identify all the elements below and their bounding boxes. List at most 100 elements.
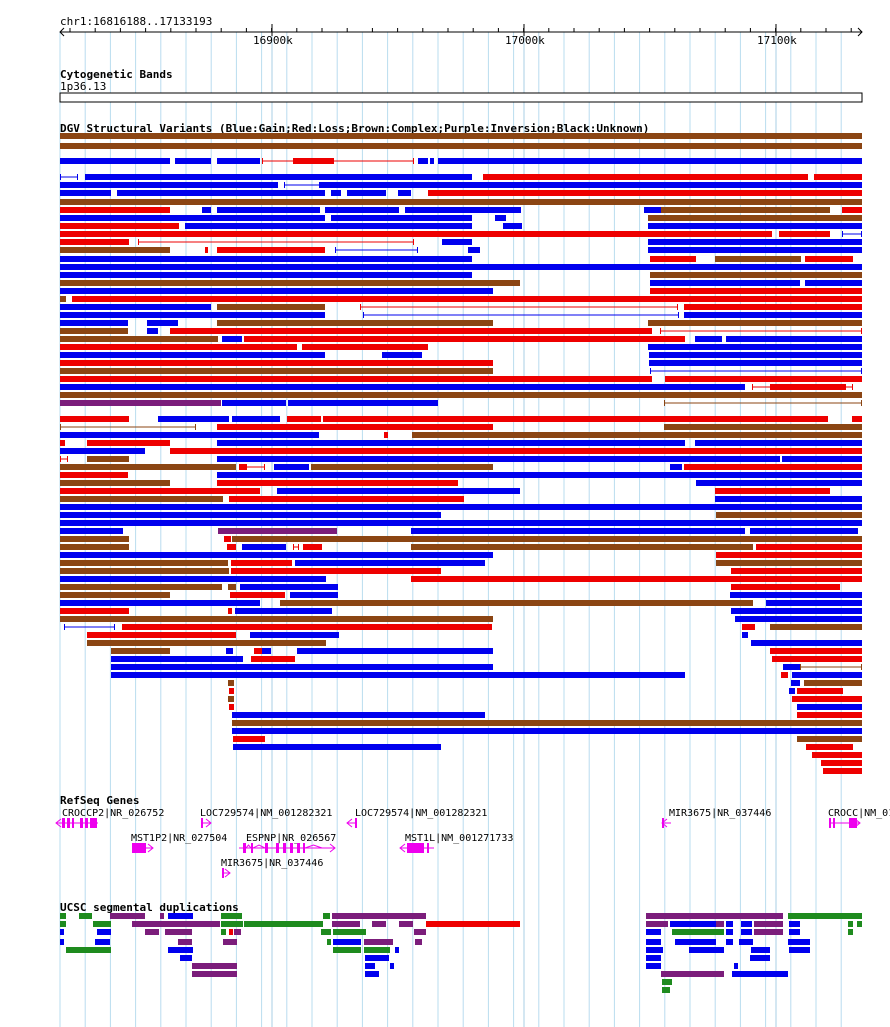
gene-glyph[interactable] [222, 868, 231, 878]
dgv-variant-loss[interactable] [384, 432, 388, 438]
dgv-variant-gain[interactable] [60, 182, 278, 188]
dgv-variant-gain[interactable] [290, 592, 338, 598]
dgv-variant-complex[interactable] [232, 720, 862, 726]
dgv-variant-gain[interactable] [158, 416, 229, 422]
dgv-variant-loss[interactable] [842, 207, 862, 213]
dgv-variant-inversion[interactable] [218, 528, 337, 534]
segdup-green[interactable] [60, 921, 66, 927]
dgv-variant-complex[interactable] [60, 296, 66, 302]
dgv-variant-loss[interactable] [852, 416, 862, 422]
segdup-blue[interactable] [365, 971, 379, 977]
segdup-green[interactable] [323, 913, 330, 919]
gene-mir3675-1[interactable]: MIR3675|NR_037446 [661, 808, 771, 828]
dgv-variant-complex[interactable] [716, 560, 862, 566]
dgv-variant-loss[interactable] [731, 568, 862, 574]
refseq-track[interactable]: RefSeq Genes CROCCP2|NR_026752 LOC729574… [55, 794, 890, 878]
segdup-blue[interactable] [395, 947, 399, 953]
dgv-variant-gain[interactable] [320, 182, 862, 188]
dgv-variant-complex[interactable] [311, 464, 493, 470]
dgv-variant-gain[interactable] [60, 448, 145, 454]
dgv-variant-gain[interactable] [684, 312, 862, 318]
gene-loc729574-1[interactable]: LOC729574|NM_001282321 [200, 808, 332, 828]
segdup-purple[interactable] [178, 939, 192, 945]
dgv-variant-gain[interactable] [232, 416, 280, 422]
dgv-variant-loss[interactable] [227, 544, 236, 550]
dgv-variant-gain[interactable] [60, 215, 325, 221]
dgv-variant-gain[interactable] [60, 512, 441, 518]
dgv-variant-gain[interactable] [842, 231, 862, 237]
gene-croccp2[interactable]: CROCCP2|NR_026752 [55, 808, 164, 828]
dgv-variant-loss[interactable] [715, 488, 830, 494]
dgv-variant-gain[interactable] [791, 680, 800, 686]
dgv-variant-complex[interactable] [228, 696, 234, 702]
dgv-variant-complex[interactable] [664, 400, 862, 406]
dgv-variant-loss[interactable] [716, 552, 862, 558]
dgv-variant-loss[interactable] [797, 712, 862, 718]
segdup-red[interactable] [426, 921, 520, 927]
gene-crocc[interactable]: CROCC|NM_01 [828, 808, 890, 828]
segdup-green[interactable] [79, 913, 92, 919]
dgv-variant-gain[interactable] [335, 247, 418, 253]
segdup-blue[interactable] [646, 955, 661, 961]
gene-exon[interactable] [276, 843, 279, 853]
gene-exon[interactable] [283, 843, 286, 853]
dgv-variant-gain[interactable] [418, 158, 428, 164]
segdup-green[interactable] [93, 921, 111, 927]
dgv-variant-loss[interactable] [224, 536, 231, 542]
dgv-variant-loss[interactable] [333, 158, 414, 164]
dgv-variant-gain[interactable] [649, 360, 862, 366]
dgv-variant-loss[interactable] [792, 696, 862, 702]
dgv-variant-loss[interactable] [60, 440, 65, 446]
segdup-green[interactable] [364, 947, 390, 953]
segdup-purple[interactable] [415, 939, 422, 945]
dgv-variant-complex[interactable] [411, 544, 753, 550]
dgv-variant-loss[interactable] [797, 688, 843, 694]
dgv-variant-complex[interactable] [60, 368, 493, 374]
dgv-variant-loss[interactable] [122, 624, 492, 630]
dgv-variant-gain[interactable] [670, 464, 682, 470]
gene-glyph[interactable] [661, 818, 671, 828]
dgv-variant-complex[interactable] [87, 456, 129, 462]
segdup-purple[interactable] [192, 971, 237, 977]
dgv-variant-gain[interactable] [742, 632, 748, 638]
segdup-blue[interactable] [97, 929, 111, 935]
segdup-purple[interactable] [223, 939, 237, 945]
dgv-variant-loss[interactable] [217, 480, 458, 486]
cytoband-bar[interactable] [59, 92, 863, 103]
gene-exon[interactable] [243, 843, 246, 853]
dgv-variant-loss[interactable] [138, 239, 414, 245]
segdup-purple[interactable] [332, 913, 426, 919]
dgv-variant-gain[interactable] [117, 190, 325, 196]
segdup-green[interactable] [672, 929, 724, 935]
dgv-variant-loss[interactable] [812, 752, 862, 758]
dgv-variant-gain[interactable] [650, 368, 862, 374]
dgv-variant-gain[interactable] [735, 616, 862, 622]
dgv-variant-gain[interactable] [60, 158, 170, 164]
dgv-variant-gain[interactable] [60, 504, 862, 510]
segdup-purple[interactable] [145, 929, 159, 935]
gene-exon[interactable] [427, 843, 429, 853]
gene-exon[interactable] [201, 818, 203, 828]
dgv-variant-gain[interactable] [644, 207, 661, 213]
dgv-variant-loss[interactable] [60, 456, 68, 462]
dgv-variant-gain[interactable] [363, 312, 679, 318]
dgv-variant-gain[interactable] [217, 207, 320, 213]
dgv-variant-gain[interactable] [147, 320, 178, 326]
dgv-variant-gain[interactable] [405, 207, 521, 213]
dgv-variant-loss[interactable] [660, 328, 862, 334]
dgv-variant-complex[interactable] [412, 432, 862, 438]
dgv-variant-loss[interactable] [170, 448, 862, 454]
dgv-variant-loss[interactable] [821, 760, 862, 766]
dgv-variant-loss[interactable] [752, 384, 771, 390]
dgv-variant-gain[interactable] [222, 400, 286, 406]
segdup-green[interactable] [662, 987, 670, 993]
segdup-blue[interactable] [646, 963, 661, 969]
dgv-variant-loss[interactable] [262, 158, 294, 164]
segdup-blue[interactable] [726, 929, 733, 935]
segdup-blue[interactable] [365, 955, 389, 961]
dgv-variant-loss[interactable] [287, 416, 321, 422]
dgv-variant-loss[interactable] [230, 592, 285, 598]
dgv-variant-complex[interactable] [60, 392, 862, 398]
dgv-variant-gain[interactable] [222, 336, 242, 342]
dgv-variant-gain[interactable] [60, 528, 123, 534]
